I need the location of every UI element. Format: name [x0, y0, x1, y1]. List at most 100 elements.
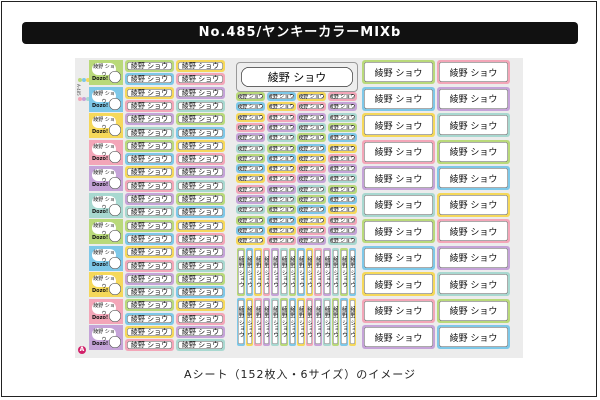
- small-name-label-text: 綾野 ショウ: [299, 94, 324, 99]
- small-name-label-text: 綾野 ショウ: [299, 227, 324, 233]
- mascot-label: 綾野 ショウ Dozo!: [89, 245, 123, 271]
- medium-name-label: 綾野 ショウ: [125, 113, 174, 126]
- mascot-tag: Dozo!: [92, 182, 109, 188]
- product-title: No.485/ヤンキーカラーMIXb: [22, 22, 578, 44]
- vertical-name-label: 綾野 ショウ: [305, 298, 314, 346]
- mascot-character-icon: [109, 309, 121, 322]
- vertical-name-label-text: 綾野 ショウ: [255, 300, 261, 344]
- medium-name-label-text: 綾野 ショウ: [127, 221, 172, 230]
- mascot-character-icon: [109, 150, 121, 163]
- medium-name-label: 綾野 ショウ: [125, 339, 174, 352]
- small-name-label: 綾野 ショウ: [236, 174, 265, 184]
- large-name-label: 綾野 ショウ: [362, 245, 435, 270]
- small-name-label: 綾野 ショウ: [297, 205, 326, 215]
- medium-name-label: 綾野 ショウ: [125, 259, 174, 272]
- vertical-name-label: 綾野 ショウ: [271, 298, 279, 346]
- large-name-label: 綾野 ショウ: [362, 272, 435, 296]
- medium-name-label-text: 綾野 ショウ: [178, 181, 223, 190]
- small-name-label: 綾野 ショウ: [297, 133, 326, 143]
- small-name-label: 綾野 ショウ: [236, 195, 265, 204]
- medium-name-label: 綾野 ショウ: [125, 299, 174, 312]
- medium-name-label-text: 綾野 ショウ: [127, 314, 172, 323]
- small-name-label: 綾野 ショウ: [327, 184, 357, 194]
- medium-name-label-text: 綾野 ショウ: [178, 221, 223, 230]
- vertical-name-label-text: 綾野 ショウ: [298, 250, 304, 294]
- large-name-label-text: 綾野 ショウ: [364, 168, 433, 188]
- mascot-label-bubble: 綾野 ショウ: [92, 89, 116, 105]
- medium-name-label: 綾野 ショウ: [176, 339, 225, 352]
- small-name-label: 綾野 ショウ: [297, 195, 326, 204]
- medium-name-label-text: 綾野 ショウ: [178, 274, 223, 283]
- color-dots: [78, 68, 92, 106]
- medium-name-label: 綾野 ショウ: [125, 179, 174, 192]
- medium-name-label: 綾野 ショウ: [125, 86, 174, 99]
- small-name-label: 綾野 ショウ: [266, 195, 296, 204]
- large-name-label: 綾野 ショウ: [437, 139, 510, 164]
- vertical-name-label-text: 綾野 ショウ: [255, 250, 261, 294]
- small-name-label: 綾野 ショウ: [266, 236, 296, 246]
- small-name-label-text: 綾野 ショウ: [238, 186, 263, 192]
- small-name-label: 綾野 ショウ: [266, 184, 296, 194]
- vertical-name-label: 綾野 ショウ: [280, 298, 288, 346]
- large-name-label-text: 綾野 ショウ: [439, 221, 508, 241]
- medium-name-label-text: 綾野 ショウ: [127, 288, 172, 297]
- large-name-label: 綾野 ショウ: [437, 272, 510, 296]
- small-name-label: 綾野 ショウ: [297, 122, 326, 132]
- large-name-label-text: 綾野 ショウ: [439, 115, 508, 135]
- medium-name-label-text: 綾野 ショウ: [127, 155, 172, 164]
- medium-name-label: 綾野 ショウ: [125, 60, 174, 72]
- large-name-label: 綾野 ショウ: [437, 325, 510, 349]
- large-name-label-text: 綾野 ショウ: [439, 62, 508, 82]
- vertical-name-label: 綾野 ショウ: [254, 248, 262, 296]
- small-name-label-text: 綾野 ショウ: [268, 145, 294, 151]
- mascot-label-bubble: 綾野 ショウ: [92, 248, 116, 264]
- medium-name-label: 綾野 ショウ: [176, 299, 225, 312]
- medium-name-label-text: 綾野 ショウ: [178, 155, 223, 164]
- small-name-label: 綾野 ショウ: [236, 184, 265, 194]
- small-name-label: 綾野 ショウ: [236, 164, 265, 174]
- small-name-label: 綾野 ショウ: [236, 215, 265, 225]
- vertical-name-label: 綾野 ショウ: [262, 298, 271, 346]
- small-name-label: 綾野 ショウ: [327, 164, 357, 174]
- small-name-label-text: 綾野 ショウ: [299, 145, 324, 151]
- medium-name-label: 綾野 ショウ: [176, 312, 225, 325]
- vertical-name-label-text: 綾野 ショウ: [306, 300, 313, 344]
- small-name-label: 綾野 ショウ: [327, 225, 357, 235]
- large-name-label-text: 綾野 ショウ: [364, 274, 433, 294]
- vertical-name-label: 綾野 ショウ: [254, 298, 262, 346]
- small-name-label-text: 綾野 ショウ: [329, 135, 355, 141]
- medium-name-label: 綾野 ショウ: [176, 326, 225, 338]
- vertical-name-label: 綾野 ショウ: [245, 248, 254, 296]
- medium-name-label-text: 綾野 ショウ: [127, 168, 172, 177]
- medium-name-label-text: 綾野 ショウ: [178, 248, 223, 257]
- medium-name-label: 綾野 ショウ: [125, 206, 174, 219]
- small-name-label: 綾野 ショウ: [327, 236, 357, 246]
- small-name-label: 綾野 ショウ: [327, 215, 357, 225]
- small-name-label: 綾野 ショウ: [327, 92, 357, 101]
- large-name-label-text: 綾野 ショウ: [439, 327, 508, 347]
- small-name-label-text: 綾野 ショウ: [268, 207, 294, 213]
- vertical-name-label-text: 綾野 ショウ: [289, 300, 296, 344]
- small-name-label-text: 綾野 ショウ: [329, 104, 355, 110]
- small-name-label: 綾野 ショウ: [327, 195, 357, 204]
- small-name-label: 綾野 ショウ: [297, 143, 326, 153]
- vertical-name-label: 綾野 ショウ: [340, 248, 348, 296]
- vertical-name-label: 綾野 ショウ: [297, 248, 305, 296]
- medium-name-label: 綾野 ショウ: [176, 139, 225, 152]
- medium-name-label-text: 綾野 ショウ: [127, 141, 172, 150]
- medium-name-label: 綾野 ショウ: [176, 73, 225, 86]
- medium-name-label-text: 綾野 ショウ: [178, 195, 223, 203]
- vertical-name-label-text: 綾野 ショウ: [315, 250, 321, 294]
- small-name-label-text: 綾野 ショウ: [329, 227, 355, 233]
- medium-name-label-text: 綾野 ショウ: [127, 328, 172, 336]
- medium-name-label-text: 綾野 ショウ: [178, 261, 223, 270]
- small-name-label: 綾野 ショウ: [266, 122, 296, 132]
- large-name-label: 綾野 ショウ: [437, 86, 510, 111]
- medium-name-label-text: 綾野 ショウ: [178, 208, 223, 217]
- small-name-label-text: 綾野 ショウ: [238, 124, 263, 130]
- medium-name-label-text: 綾野 ショウ: [127, 234, 172, 243]
- mascot-character-icon: [109, 177, 121, 189]
- vertical-name-label: 綾野 ショウ: [314, 248, 322, 296]
- color-dot: [82, 78, 86, 82]
